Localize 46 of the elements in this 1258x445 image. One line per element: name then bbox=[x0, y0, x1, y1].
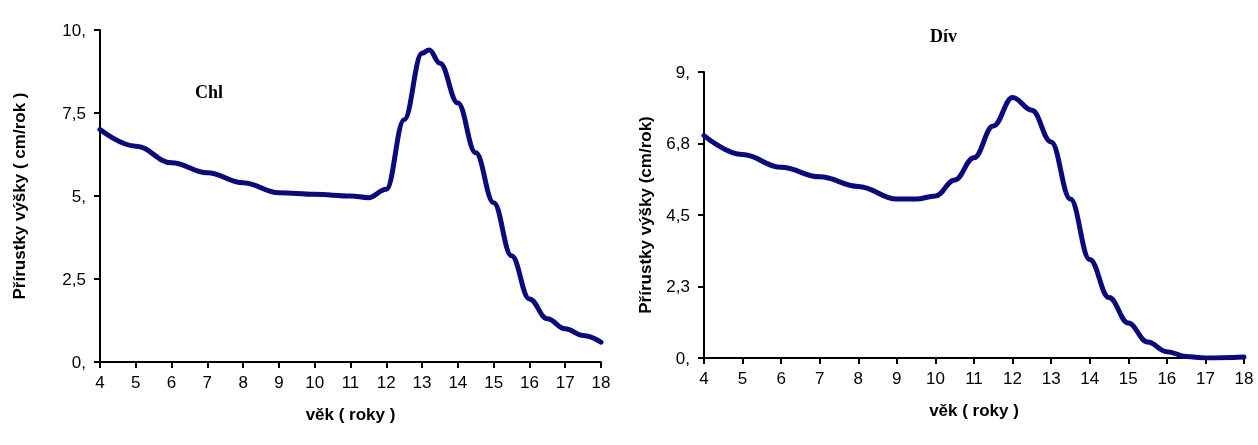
y-tick-label: 10, bbox=[62, 20, 86, 40]
x-tick-label: 9 bbox=[892, 369, 902, 388]
x-tick-label: 16 bbox=[519, 373, 539, 392]
x-tick-label: 8 bbox=[238, 373, 248, 392]
x-tick-label: 18 bbox=[1234, 369, 1254, 388]
x-tick-label: 7 bbox=[202, 373, 213, 392]
x-tick-label: 15 bbox=[484, 373, 504, 392]
x-axis-title: věk ( roky ) bbox=[929, 401, 1019, 420]
x-tick-label: 9 bbox=[274, 373, 284, 392]
x-tick-label: 18 bbox=[591, 373, 611, 392]
chart-title: Dív bbox=[930, 26, 957, 46]
y-tick-label: 0, bbox=[71, 352, 86, 372]
x-tick-label: 17 bbox=[1195, 369, 1215, 388]
x-tick-label: 17 bbox=[555, 373, 575, 392]
x-tick-label: 4 bbox=[699, 369, 709, 388]
x-tick-label: 14 bbox=[1080, 369, 1100, 388]
x-tick-label: 15 bbox=[1118, 369, 1138, 388]
x-tick-label: 4 bbox=[95, 373, 105, 392]
x-tick-label: 10 bbox=[925, 369, 945, 388]
y-tick-label: 2,3 bbox=[666, 277, 690, 296]
x-axis-title: věk ( roky ) bbox=[305, 405, 396, 424]
y-axis-title: Přírustky výšky (cm/rok) bbox=[636, 116, 655, 314]
y-tick-label: 0, bbox=[675, 348, 690, 368]
x-tick-label: 13 bbox=[412, 373, 432, 392]
x-tick-label: 16 bbox=[1157, 369, 1177, 388]
x-tick-label: 5 bbox=[131, 373, 141, 392]
x-tick-label: 11 bbox=[341, 373, 360, 392]
x-tick-label: 6 bbox=[166, 373, 177, 392]
x-tick-label: 14 bbox=[448, 373, 468, 392]
x-tick-label: 5 bbox=[737, 369, 748, 388]
y-tick-label: 2,5 bbox=[62, 269, 86, 289]
y-tick-label: 4,5 bbox=[666, 205, 690, 225]
x-tick-label: 12 bbox=[1003, 369, 1023, 388]
text: Chl bbox=[195, 82, 224, 102]
y-tick-label: 9, bbox=[675, 62, 690, 82]
x-tick-label: 13 bbox=[1041, 369, 1061, 388]
x-tick-label: 7 bbox=[814, 369, 825, 388]
y-tick-label: 6,8 bbox=[666, 134, 690, 153]
x-tick-label: 6 bbox=[776, 369, 786, 388]
y-axis-title: Přírustky výšky ( cm/rok ) bbox=[10, 92, 29, 300]
x-tick-label: 12 bbox=[376, 373, 396, 392]
x-tick-label: 8 bbox=[853, 369, 864, 388]
y-tick-label: 5, bbox=[71, 186, 86, 206]
x-tick-label: 10 bbox=[305, 373, 325, 392]
y-tick-label: 7,5 bbox=[62, 103, 86, 123]
x-tick-label: 11 bbox=[965, 369, 983, 388]
